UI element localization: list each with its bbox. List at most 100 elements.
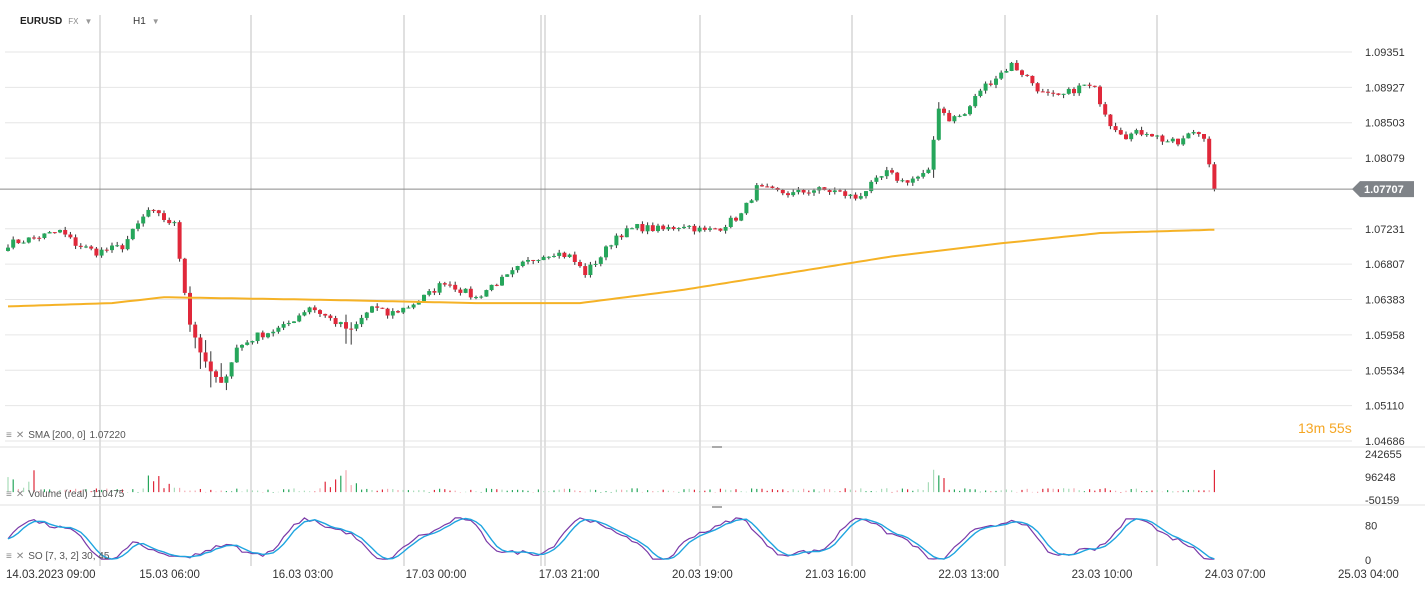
candle-body xyxy=(1103,104,1108,115)
volume-bar xyxy=(111,490,113,493)
candle-body xyxy=(193,324,198,338)
candle-body xyxy=(656,225,660,232)
volume-bar xyxy=(392,489,394,493)
volume-bar xyxy=(1198,490,1200,493)
candle-body xyxy=(344,322,348,329)
volume-bar xyxy=(179,487,181,493)
volume-bar xyxy=(158,476,160,493)
candle-body xyxy=(510,270,515,275)
candle-body xyxy=(661,225,666,230)
candle-body xyxy=(1186,133,1191,139)
candle-body xyxy=(936,108,941,140)
candle-body xyxy=(505,274,510,277)
candle-body xyxy=(484,290,489,297)
volume-bar xyxy=(995,490,997,493)
chevron-down-icon[interactable]: ▼ xyxy=(151,17,160,26)
menu-icon[interactable]: ≡ xyxy=(6,489,12,500)
volume-bar xyxy=(1000,490,1002,493)
candle-body xyxy=(385,308,390,316)
candle-body xyxy=(1040,91,1045,93)
candle-body xyxy=(1025,74,1030,76)
candle-body xyxy=(375,306,380,308)
volume-bar xyxy=(90,491,92,493)
candle-body xyxy=(728,217,733,227)
candle-body xyxy=(921,173,926,177)
candle-body xyxy=(1046,91,1050,93)
menu-icon[interactable]: ≡ xyxy=(6,551,12,562)
time-axis-label: 17.03 00:00 xyxy=(406,569,467,581)
volume-bar xyxy=(792,489,794,493)
volume-bar xyxy=(740,491,742,493)
price-axis-label: 1.09351 xyxy=(1365,47,1405,59)
volume-bar xyxy=(132,489,134,493)
candle-body xyxy=(318,310,322,314)
volume-bar xyxy=(121,489,123,493)
volume-bar xyxy=(210,489,212,493)
volume-bar xyxy=(303,490,305,493)
volume-bar xyxy=(589,489,591,493)
volume-bar xyxy=(423,490,425,493)
candle-body xyxy=(905,180,910,183)
candle-body xyxy=(645,225,650,232)
volume-bar xyxy=(943,478,945,493)
candle-body xyxy=(567,254,572,258)
time-axis-label: 17.03 21:00 xyxy=(539,569,600,581)
volume-bar xyxy=(818,491,820,493)
candle-body xyxy=(1118,130,1123,135)
volume-bar xyxy=(974,489,976,493)
volume-bar xyxy=(69,489,71,493)
volume-bar xyxy=(1057,489,1059,493)
volume-axis-label: 96248 xyxy=(1365,472,1396,484)
candle-body xyxy=(58,229,62,233)
candle-body xyxy=(1056,93,1061,95)
volume-bar xyxy=(1026,488,1028,493)
candle-body xyxy=(286,322,291,325)
candle-body xyxy=(988,83,993,85)
interval-selector[interactable]: H1 ▼ xyxy=(133,16,160,27)
close-icon[interactable]: ✕ xyxy=(15,489,25,500)
candle-body xyxy=(78,245,83,247)
candle-body xyxy=(801,189,806,193)
volume-bar xyxy=(522,490,524,493)
volume-bar xyxy=(231,491,233,493)
candle-body xyxy=(890,170,894,173)
volume-bar xyxy=(735,489,737,493)
volume-bar xyxy=(397,490,399,493)
volume-value: 110475 xyxy=(91,489,125,500)
volume-bar xyxy=(1021,489,1023,493)
symbol-selector[interactable]: EURUSD FX ▼ xyxy=(20,16,92,27)
volume-bar xyxy=(1193,489,1195,493)
close-icon[interactable]: ✕ xyxy=(15,551,25,562)
candle-body xyxy=(16,239,21,244)
volume-bar xyxy=(678,491,680,493)
candle-body xyxy=(177,222,182,259)
volume-bar xyxy=(1167,490,1169,493)
volume-bar xyxy=(1068,488,1070,493)
candle-body xyxy=(427,291,432,295)
chevron-down-icon[interactable]: ▼ xyxy=(84,17,93,26)
time-axis-label: 22.03 13:00 xyxy=(938,569,999,581)
candle-body xyxy=(650,225,655,232)
close-icon[interactable]: ✕ xyxy=(15,430,25,441)
so-k-line xyxy=(7,517,1215,560)
volume-bar xyxy=(771,489,773,493)
volume-bar xyxy=(584,491,586,493)
volume-bar xyxy=(777,490,779,493)
candle-body xyxy=(349,328,354,330)
volume-bar xyxy=(527,490,529,493)
volume-bar xyxy=(688,488,690,493)
volume-bar xyxy=(439,488,441,493)
candle-body xyxy=(104,249,109,251)
candle-body xyxy=(1155,135,1160,137)
volume-bar xyxy=(288,489,290,493)
candle-body xyxy=(598,257,603,264)
candle-body xyxy=(593,263,598,265)
volume-bar xyxy=(407,490,409,493)
menu-icon[interactable]: ≡ xyxy=(6,430,12,441)
candle-body xyxy=(640,224,645,232)
candle-body xyxy=(411,304,416,308)
volume-bar xyxy=(75,488,77,493)
volume-bar xyxy=(241,491,243,493)
